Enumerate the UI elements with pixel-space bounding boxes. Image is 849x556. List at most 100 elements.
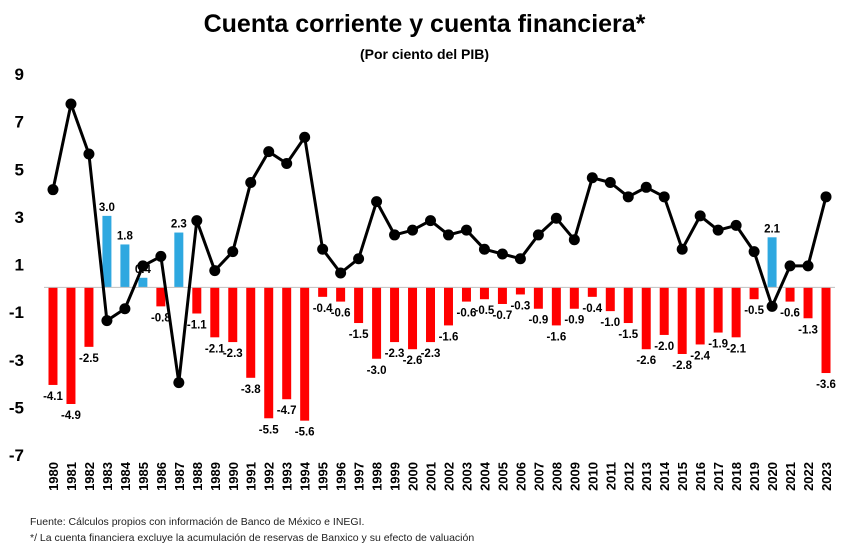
bar bbox=[749, 287, 759, 300]
bar-value-label: -1.5 bbox=[349, 329, 369, 341]
y-tick-label: -5 bbox=[9, 398, 24, 417]
x-tick-label: 1996 bbox=[334, 462, 349, 491]
y-tick-label: -7 bbox=[9, 446, 24, 465]
line-point bbox=[281, 157, 293, 169]
line-point bbox=[496, 248, 508, 260]
bar-value-label: -4.7 bbox=[277, 405, 297, 417]
bar bbox=[372, 287, 382, 359]
x-tick-label: 1991 bbox=[244, 462, 259, 491]
y-axis-ticks: 9 7 5 3 1 -1 -3 -5 -7 bbox=[9, 65, 24, 465]
bar bbox=[120, 244, 130, 288]
line-point bbox=[119, 303, 131, 315]
bar-value-label: -4.1 bbox=[43, 391, 63, 403]
y-tick-label: -3 bbox=[9, 351, 24, 370]
x-tick-label: 1992 bbox=[262, 462, 277, 491]
line-series bbox=[47, 98, 832, 389]
line-point bbox=[460, 224, 472, 236]
bar bbox=[228, 287, 238, 343]
bar bbox=[785, 287, 795, 302]
line-point bbox=[335, 267, 347, 279]
x-tick-label: 1994 bbox=[298, 461, 313, 491]
bar bbox=[731, 287, 741, 338]
bar-value-label: -1.1 bbox=[187, 320, 207, 332]
line-point bbox=[712, 224, 724, 236]
bar bbox=[479, 287, 489, 300]
bar-value-label: -2.6 bbox=[636, 355, 656, 367]
x-tick-label: 2017 bbox=[711, 462, 726, 491]
x-tick-label: 2013 bbox=[639, 462, 654, 491]
line-point bbox=[604, 177, 616, 189]
bar bbox=[336, 287, 346, 302]
x-tick-label: 1981 bbox=[64, 462, 79, 491]
bar-value-label: -0.8 bbox=[151, 312, 171, 324]
y-tick-label: 3 bbox=[15, 208, 24, 227]
bar bbox=[210, 287, 220, 338]
bar-value-label: -0.7 bbox=[493, 310, 513, 322]
x-tick-label: 2002 bbox=[441, 462, 456, 491]
bar-value-label: -4.9 bbox=[61, 410, 81, 422]
x-tick-label: 1993 bbox=[280, 462, 295, 491]
x-tick-label: 2020 bbox=[765, 462, 780, 491]
bar bbox=[605, 287, 615, 312]
line-point bbox=[640, 181, 652, 193]
line-point bbox=[47, 184, 59, 196]
bar bbox=[623, 287, 633, 324]
bar bbox=[443, 287, 453, 326]
line-point bbox=[407, 224, 419, 236]
bar bbox=[138, 277, 148, 288]
x-tick-label: 2023 bbox=[819, 462, 834, 491]
x-tick-label: 2012 bbox=[621, 462, 636, 491]
y-tick-label: 7 bbox=[15, 113, 24, 132]
bar-value-label: -2.3 bbox=[421, 348, 441, 360]
bar bbox=[66, 287, 76, 404]
bar bbox=[821, 287, 831, 374]
bar-value-label: -2.8 bbox=[672, 360, 692, 372]
bar-value-label: -2.5 bbox=[79, 353, 99, 365]
line-point bbox=[227, 246, 239, 258]
bar-value-label: -0.6 bbox=[457, 308, 477, 320]
x-tick-label: 2014 bbox=[657, 461, 672, 491]
x-axis-ticks: 1980 1981 1982 1983 1984 1985 1986 1987 1988 1989… bbox=[46, 461, 834, 491]
bar-value-label: -1.5 bbox=[618, 329, 638, 341]
line-point bbox=[532, 229, 544, 241]
x-tick-label: 2018 bbox=[729, 462, 744, 491]
line-point bbox=[622, 191, 634, 203]
bar-value-label: -2.0 bbox=[654, 341, 674, 353]
bar bbox=[246, 287, 256, 378]
y-tick-label: 1 bbox=[15, 256, 24, 275]
x-tick-label: 2019 bbox=[747, 462, 762, 491]
line-point bbox=[191, 215, 203, 227]
bar bbox=[713, 287, 723, 333]
line-path bbox=[51, 102, 828, 385]
line-point bbox=[820, 191, 832, 203]
bar bbox=[48, 287, 58, 385]
y-tick-label: -1 bbox=[9, 303, 24, 322]
line-point bbox=[83, 148, 95, 160]
bar bbox=[641, 287, 651, 350]
bar-value-label: -0.4 bbox=[582, 303, 602, 315]
bar-value-label: -2.1 bbox=[726, 343, 746, 355]
line-point bbox=[209, 265, 221, 277]
line-point bbox=[658, 191, 670, 203]
line-point bbox=[263, 146, 275, 158]
line-point bbox=[317, 243, 329, 255]
bar-value-label: -3.6 bbox=[816, 379, 836, 391]
bar-value-label: -0.6 bbox=[780, 308, 800, 320]
line-point bbox=[586, 172, 598, 184]
x-tick-label: 2003 bbox=[459, 462, 474, 491]
chart-title: Cuenta corriente y cuenta financiera* bbox=[203, 10, 646, 38]
x-tick-label: 2022 bbox=[801, 462, 816, 491]
bar-value-label: -1.3 bbox=[798, 324, 818, 336]
line-point bbox=[766, 300, 778, 312]
line-point bbox=[568, 234, 580, 246]
bar bbox=[533, 287, 543, 309]
bar bbox=[515, 287, 525, 295]
x-tick-label: 1986 bbox=[154, 462, 169, 491]
x-tick-label: 2007 bbox=[531, 462, 546, 491]
x-tick-label: 1980 bbox=[46, 462, 61, 491]
bar-value-label: -0.5 bbox=[744, 305, 764, 317]
line-point bbox=[514, 253, 526, 265]
x-tick-label: 2005 bbox=[495, 462, 510, 491]
chart-subtitle: (Por ciento del PIB) bbox=[359, 46, 490, 62]
